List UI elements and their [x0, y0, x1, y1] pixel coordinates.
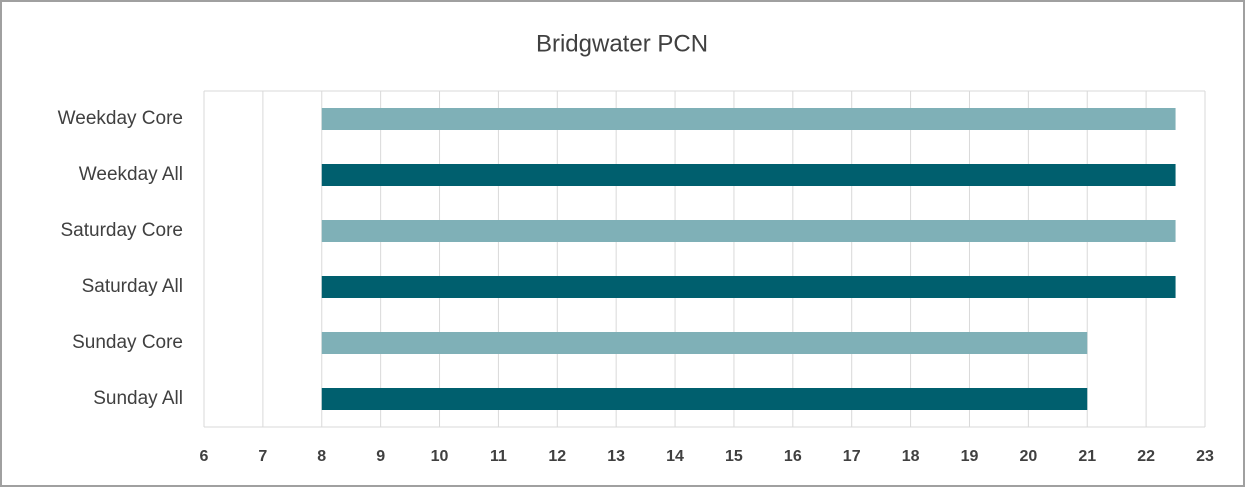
y-tick-label: Saturday All — [82, 276, 183, 297]
x-tick-label: 20 — [1019, 448, 1037, 465]
x-tick-label: 10 — [431, 448, 449, 465]
y-tick-label: Weekday All — [79, 164, 183, 185]
x-tick-label: 22 — [1137, 448, 1155, 465]
x-tick-label: 13 — [607, 448, 625, 465]
x-tick-label: 15 — [725, 448, 743, 465]
x-tick-label: 7 — [258, 448, 267, 465]
bar — [321, 276, 1176, 298]
x-tick-label: 9 — [376, 448, 385, 465]
x-tick-label: 6 — [200, 448, 209, 465]
x-tick-label: 11 — [490, 448, 507, 465]
x-tick-label: 14 — [666, 448, 684, 465]
bar — [321, 388, 1088, 410]
y-tick-label: Sunday Core — [72, 332, 183, 353]
x-tick-label: 18 — [902, 448, 920, 465]
x-tick-label: 17 — [843, 448, 861, 465]
y-tick-label: Saturday Core — [60, 220, 183, 241]
y-tick-label: Sunday All — [93, 388, 183, 409]
bar — [321, 108, 1176, 130]
bar — [321, 220, 1176, 242]
x-tick-label: 19 — [961, 448, 979, 465]
y-tick-label: Weekday Core — [58, 108, 183, 129]
x-tick-label: 21 — [1078, 448, 1096, 465]
x-tick-label: 16 — [784, 448, 802, 465]
x-tick-label: 23 — [1196, 448, 1214, 465]
x-tick-label: 12 — [548, 448, 566, 465]
chart-title: Bridgwater PCN — [536, 30, 708, 57]
bar — [321, 164, 1176, 186]
bar — [321, 332, 1088, 354]
x-tick-label: 8 — [317, 448, 326, 465]
